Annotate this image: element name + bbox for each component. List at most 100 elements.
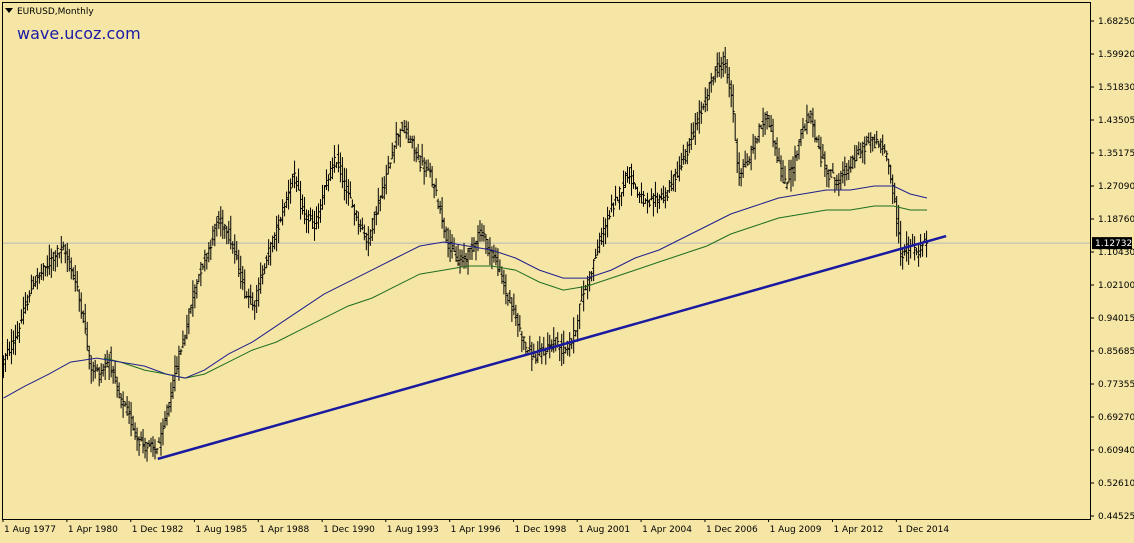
- ohlc-bar: [330, 157, 334, 180]
- ohlc-bar: [372, 211, 376, 234]
- ohlc-bar: [602, 217, 606, 247]
- ohlc-bar: [743, 150, 747, 168]
- ohlc-bar: [137, 436, 141, 456]
- ohlc-bar: [235, 240, 239, 261]
- y-tick-label: 1.18760: [1098, 215, 1134, 225]
- ohlc-bar: [51, 251, 55, 271]
- ohlc-bar: [665, 189, 669, 202]
- ohlc-bar: [835, 174, 839, 190]
- ohlc-bar: [821, 144, 825, 160]
- ohlc-bar: [189, 304, 193, 314]
- ohlc-bar: [424, 159, 428, 178]
- ohlc-bar: [117, 382, 121, 399]
- ohlc-bar: [502, 269, 506, 295]
- ohlc-bar: [95, 364, 99, 372]
- ohlc-bar: [731, 84, 735, 123]
- ohlc-bar: [143, 437, 147, 459]
- ohlc-bar: [151, 436, 155, 457]
- ohlc-bar: [295, 176, 299, 193]
- ohlc-bar: [289, 178, 293, 204]
- y-tick-label: 1.59920: [1098, 50, 1134, 60]
- ohlc-bar: [111, 365, 115, 384]
- ohlc-bar: [651, 193, 655, 217]
- time-axis[interactable]: 1 Aug 1977 1 Apr 1980 1 Dec 1982 1 Aug 1985…: [2, 519, 949, 535]
- ohlc-bar: [807, 112, 811, 124]
- ohlc-bar: [885, 150, 889, 162]
- ohlc-bar: [568, 332, 572, 357]
- ohlc-bar: [631, 170, 635, 189]
- ohlc-bar: [727, 66, 731, 98]
- ohlc-bar: [81, 310, 85, 324]
- x-tick-label: 1 Apr 1996: [451, 525, 501, 535]
- ohlc-bar: [273, 232, 277, 250]
- ohlc-bar: [737, 152, 741, 186]
- ohlc-bar: [386, 155, 390, 175]
- ohlc-bar: [115, 376, 119, 398]
- x-tick-label: 1 Apr 2012: [833, 525, 883, 535]
- ohlc-bar: [99, 363, 103, 383]
- ohlc-bar: [598, 232, 602, 254]
- x-tick-label: 1 Dec 2014: [897, 525, 949, 535]
- ohlc-bar: [915, 247, 919, 256]
- ohlc-bar: [255, 284, 259, 313]
- ohlc-bar: [813, 119, 817, 143]
- ohlc-bar: [303, 196, 307, 225]
- ohlc-bar: [348, 181, 352, 199]
- ohlc-bar: [669, 170, 673, 192]
- ohlc-bar: [416, 143, 420, 161]
- ohlc-bar: [610, 194, 614, 213]
- ohlc-bar: [181, 330, 185, 349]
- ohlc-bar: [338, 152, 342, 183]
- ohlc-bar: [837, 173, 841, 197]
- ohlc-bar: [251, 292, 255, 311]
- ohlc-bar: [466, 247, 470, 275]
- ohlc-bar: [33, 276, 37, 287]
- ohlc-bar: [275, 215, 279, 252]
- ohlc-bar: [169, 382, 173, 413]
- ohlc-bar: [195, 279, 199, 299]
- ohlc-bar: [61, 241, 65, 251]
- ohlc-bar: [309, 207, 313, 222]
- ohlc-bar: [496, 248, 500, 277]
- price-axis[interactable]: 1.68250 1.59920 1.51830 1.43505 1.35175 1.270…: [1090, 17, 1134, 522]
- ohlc-bar: [618, 186, 622, 210]
- ohlc-bar: [390, 142, 394, 160]
- ohlc-bar: [287, 179, 291, 210]
- ohlc-bar: [285, 191, 289, 208]
- ohlc-bar: [508, 290, 512, 304]
- ohlc-bar: [839, 170, 843, 190]
- ohlc-bar: [27, 290, 31, 303]
- ohlc-bar: [201, 263, 205, 270]
- ohlc-bar: [679, 152, 683, 171]
- ohlc-bar: [522, 336, 526, 351]
- ohlc-bar: [299, 180, 303, 220]
- ohlc-bar: [504, 274, 508, 305]
- ohlc-bar: [366, 226, 370, 257]
- watermark: wave.ucoz.com: [17, 24, 141, 43]
- ohlc-bar: [592, 259, 596, 282]
- x-tick-label: 1 Aug 1977: [4, 525, 56, 535]
- ohlc-bar: [681, 144, 685, 165]
- ohlc-bar: [121, 391, 125, 418]
- ohlc-bar: [67, 248, 71, 272]
- symbol-title: EURUSD,Monthly: [17, 7, 94, 17]
- ohlc-bar: [77, 289, 81, 312]
- ohlc-bar: [534, 353, 538, 364]
- ohlc-bar: [119, 393, 123, 409]
- triangle-down-icon[interactable]: [5, 8, 13, 13]
- ohlc-bar: [167, 402, 171, 417]
- ohlc-bar: [873, 134, 877, 149]
- ohlc-bar: [671, 174, 675, 192]
- ohlc-bar: [69, 257, 73, 280]
- ohlc-bar: [701, 103, 705, 111]
- ohlc-bar: [253, 300, 257, 320]
- ohlc-bar: [789, 159, 793, 192]
- ohlc-bar: [370, 217, 374, 242]
- ohlc-bar: [358, 219, 362, 233]
- ohlc-bar: [93, 359, 97, 379]
- support-trendline[interactable]: [157, 234, 947, 461]
- ohlc-bar: [725, 59, 729, 84]
- ohlc-bar: [145, 442, 149, 462]
- ohlc-bar: [237, 249, 241, 277]
